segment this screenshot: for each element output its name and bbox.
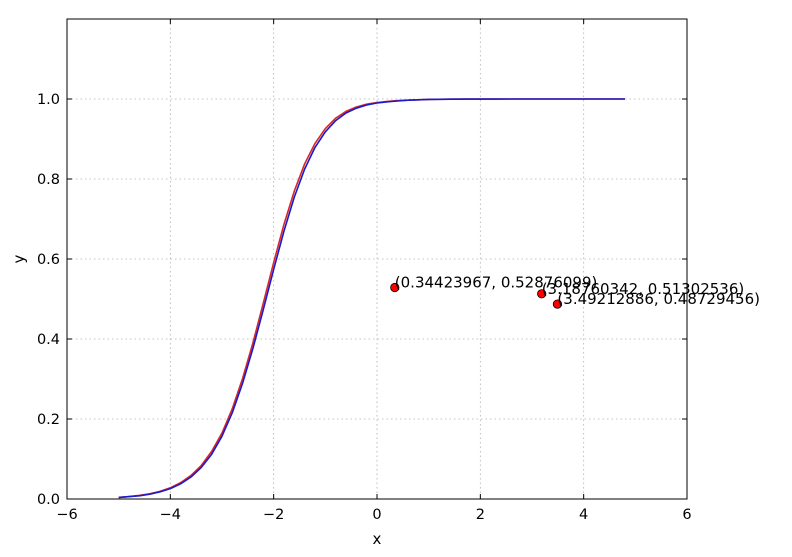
x-tick-label: 0 — [372, 507, 381, 523]
x-tick-label: −6 — [56, 507, 77, 523]
y-tick-label: 0.2 — [37, 412, 60, 428]
axis-ticks: −6 −4 −2 0 2 4 6 0.0 0.2 0.4 0.6 0.8 1.0 — [37, 19, 692, 523]
scatter-point — [537, 289, 547, 299]
x-tick-label: 6 — [682, 507, 691, 523]
y-tick-label: 0.0 — [37, 492, 60, 508]
x-tick-label: 4 — [579, 507, 588, 523]
point-annotation: (3.18760342, 0.51302536) — [542, 280, 745, 298]
x-axis-label: x — [373, 530, 382, 548]
point-annotation: (3.49212886, 0.48729456) — [557, 290, 760, 308]
y-tick-label: 0.6 — [37, 252, 60, 268]
scatter-points — [390, 282, 563, 309]
x-tick-label: −4 — [160, 507, 181, 523]
point-annotations: (0.34423967, 0.52876099)(3.18760342, 0.5… — [395, 273, 760, 308]
series-lines — [118, 98, 625, 499]
y-tick-label: 0.8 — [37, 172, 60, 188]
y-axis-label: y — [10, 254, 28, 263]
point-annotation: (0.34423967, 0.52876099) — [395, 273, 598, 291]
y-tick-label: 1.0 — [37, 92, 60, 108]
grid — [67, 19, 687, 499]
series-line-2 — [118, 98, 625, 499]
scatter-point — [390, 282, 400, 293]
scatter-point — [552, 299, 563, 309]
x-tick-label: 2 — [476, 507, 485, 523]
x-tick-label: −2 — [263, 507, 284, 523]
y-tick-label: 0.4 — [37, 332, 60, 348]
